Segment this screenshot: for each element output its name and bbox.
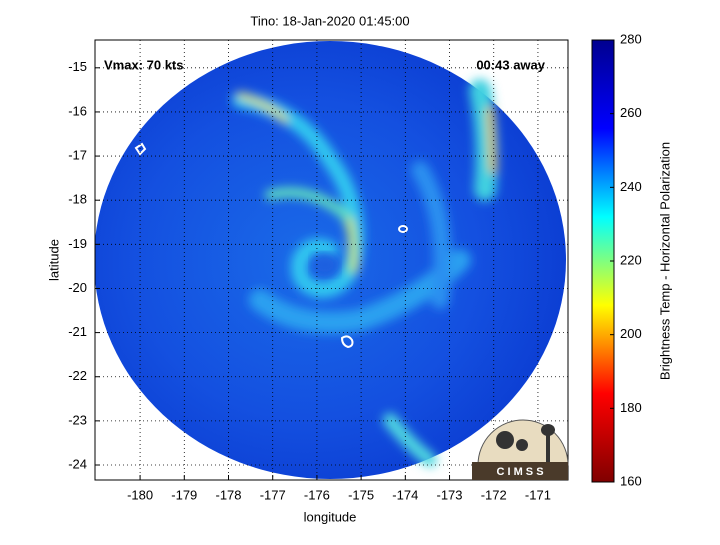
annotation: Vmax: 70 kts [104,57,184,72]
colorbar-tick-label: 220 [620,252,642,267]
y-axis-label: latitude [46,239,61,281]
chart-title: Tino: 18-Jan-2020 01:45:00 [250,13,409,28]
island [398,225,408,233]
cloud-bands [232,79,498,467]
colorbar-tick-label: 240 [620,179,642,194]
imagery [95,41,566,479]
x-tick-label: -173 [437,487,463,502]
plot-frame [94,39,569,481]
logo: C I M S S [472,419,569,480]
x-tick-label: -171 [525,487,551,502]
annotation: 00:43 away [476,57,545,72]
y-tick-label: -22 [68,368,87,383]
y-tick-label: -18 [68,192,87,207]
colorbar-tick-label: 260 [620,105,642,120]
x-tick-label: -180 [127,487,153,502]
colorbar-tick-label: 280 [620,31,642,46]
logo-text: C I M S S [496,466,543,478]
y-tick-label: -23 [68,412,87,427]
y-tick-label: -20 [68,280,87,295]
x-axis-label: longitude [304,509,357,524]
colorbar-label: Brightness Temp - Horizontal Polarizatio… [657,142,672,380]
y-tick-label: -21 [68,324,87,339]
y-tick-label: -17 [68,148,87,163]
x-tick-label: -177 [260,487,286,502]
x-tick-label: -175 [348,487,374,502]
colorbar-tick-label: 160 [620,473,642,488]
x-tick-label: -179 [171,487,197,502]
y-tick-label: -19 [68,236,87,251]
x-tick-label: -178 [215,487,241,502]
y-tick-label: -16 [68,103,87,118]
island [340,335,354,349]
x-tick-label: -172 [481,487,507,502]
island [134,142,147,156]
colorbar-tick-label: 180 [620,400,642,415]
y-tick-label: -24 [68,456,87,471]
colorbar-tick-label: 200 [620,326,642,341]
x-tick-label: -174 [392,487,418,502]
y-tick-label: -15 [68,59,87,74]
x-tick-label: -176 [304,487,330,502]
